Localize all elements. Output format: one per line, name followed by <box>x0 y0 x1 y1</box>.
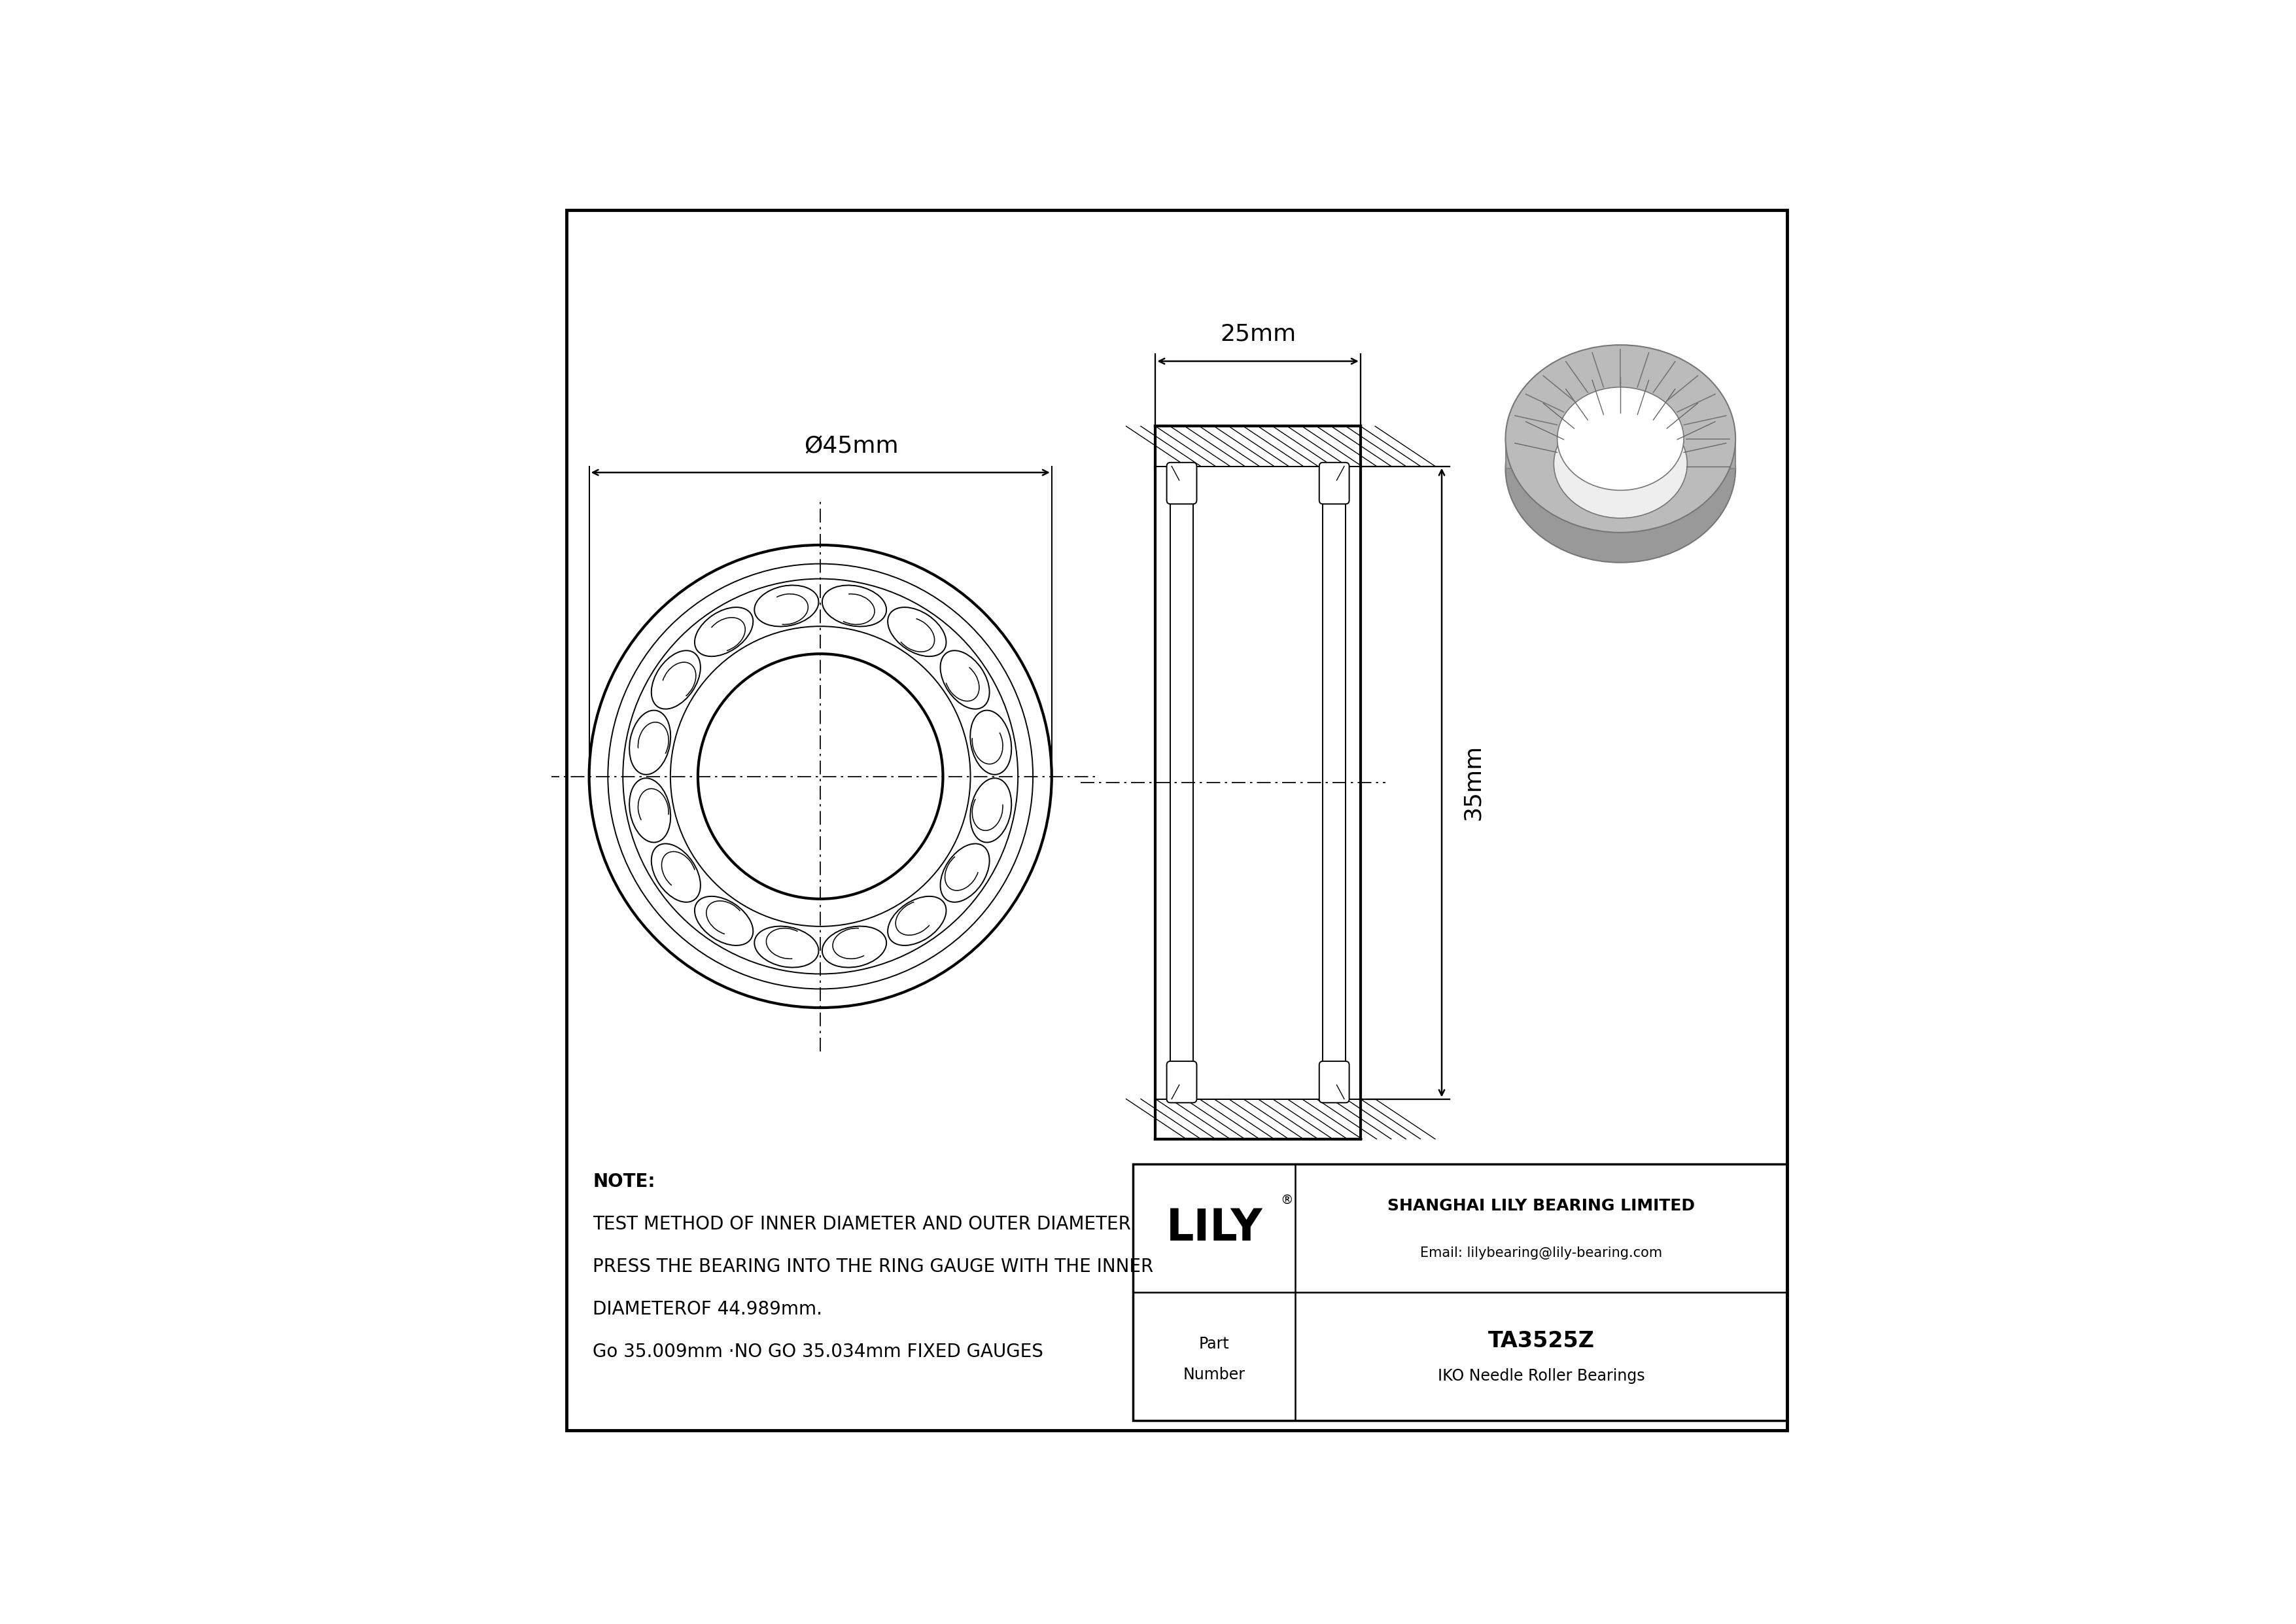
FancyBboxPatch shape <box>1320 463 1350 503</box>
Ellipse shape <box>971 710 1013 775</box>
FancyBboxPatch shape <box>1166 1060 1196 1103</box>
Ellipse shape <box>629 710 670 775</box>
Ellipse shape <box>971 778 1013 843</box>
Text: NOTE:: NOTE: <box>592 1173 654 1190</box>
Text: ®: ® <box>1281 1194 1293 1207</box>
Ellipse shape <box>941 844 990 903</box>
Ellipse shape <box>652 651 700 710</box>
Ellipse shape <box>755 926 820 968</box>
Ellipse shape <box>1557 387 1683 490</box>
Text: Number: Number <box>1182 1367 1244 1384</box>
Text: 25mm: 25mm <box>1219 323 1295 344</box>
Ellipse shape <box>696 896 753 945</box>
Bar <box>1155 425 1362 466</box>
Polygon shape <box>1506 438 1736 469</box>
Text: PRESS THE BEARING INTO THE RING GAUGE WITH THE INNER: PRESS THE BEARING INTO THE RING GAUGE WI… <box>592 1257 1153 1276</box>
Bar <box>1132 1164 1786 1421</box>
Text: Ø45mm: Ø45mm <box>804 435 900 458</box>
Text: DIAMETEROF 44.989mm.: DIAMETEROF 44.989mm. <box>592 1301 822 1319</box>
Ellipse shape <box>889 896 946 945</box>
Text: TEST METHOD OF INNER DIAMETER AND OUTER DIAMETER.: TEST METHOD OF INNER DIAMETER AND OUTER … <box>592 1215 1137 1234</box>
Text: 35mm: 35mm <box>1463 744 1483 820</box>
Text: Go 35.009mm ·NO GO 35.034mm FIXED GAUGES: Go 35.009mm ·NO GO 35.034mm FIXED GAUGES <box>592 1343 1042 1361</box>
Ellipse shape <box>755 585 820 627</box>
Text: IKO Needle Roller Bearings: IKO Needle Roller Bearings <box>1437 1369 1644 1384</box>
Text: LILY: LILY <box>1166 1207 1263 1250</box>
Text: TA3525Z: TA3525Z <box>1488 1330 1593 1353</box>
Text: SHANGHAI LILY BEARING LIMITED: SHANGHAI LILY BEARING LIMITED <box>1387 1199 1694 1213</box>
Ellipse shape <box>822 926 886 968</box>
FancyBboxPatch shape <box>1166 463 1196 503</box>
Ellipse shape <box>629 778 670 843</box>
Text: Email: lilybearing@lily-bearing.com: Email: lilybearing@lily-bearing.com <box>1419 1247 1662 1260</box>
Bar <box>1155 1099 1362 1138</box>
Ellipse shape <box>941 651 990 710</box>
Ellipse shape <box>1554 409 1688 518</box>
Ellipse shape <box>822 585 886 627</box>
Ellipse shape <box>889 607 946 656</box>
FancyBboxPatch shape <box>1320 1060 1350 1103</box>
Text: Part: Part <box>1199 1337 1228 1351</box>
Ellipse shape <box>1506 344 1736 533</box>
Ellipse shape <box>696 607 753 656</box>
Ellipse shape <box>1506 375 1736 562</box>
Ellipse shape <box>652 844 700 903</box>
